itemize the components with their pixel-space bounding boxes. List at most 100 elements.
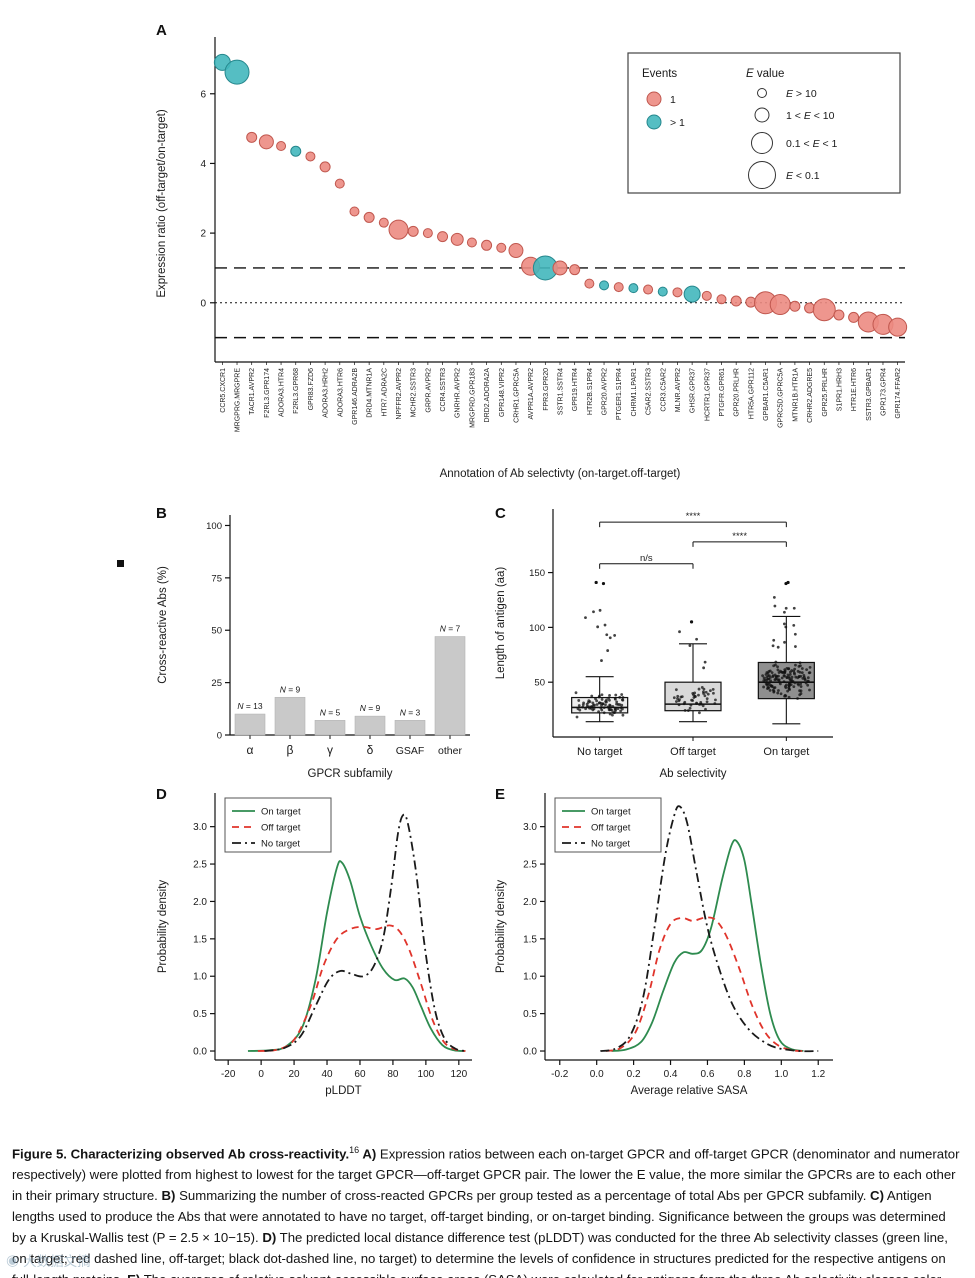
svg-text:CCR4.SSTR3: CCR4.SSTR3 <box>440 368 447 412</box>
svg-text:25: 25 <box>211 678 222 689</box>
svg-text:0.6: 0.6 <box>701 1069 715 1080</box>
svg-text:Expression ratio (off-target/o: Expression ratio (off-target/on-target) <box>156 109 168 298</box>
svg-text:β: β <box>287 743 294 757</box>
svg-text:N = 5: N = 5 <box>320 707 341 717</box>
svg-text:MRGPRG.MRGPRE: MRGPRG.MRGPRE <box>235 368 242 433</box>
svg-text:DRD4.MTNR1A: DRD4.MTNR1A <box>367 368 374 418</box>
panel-d-label: D <box>156 786 167 803</box>
watermark: ◉ 大数据文摘 <box>6 1250 91 1270</box>
panel-e-chart: -0.2 0.0 0.2 0.4 0.6 0.8 1.0 1.2 0.0 0.5 1.0 1.5 2.0… <box>488 778 858 1108</box>
panel-c-axes: 50 100 150 Length of antigen (aa) Ab selecti… <box>495 509 833 780</box>
series-no-target <box>600 805 819 1053</box>
boxplot-no-target <box>571 580 629 723</box>
svg-text:2.0: 2.0 <box>523 897 537 908</box>
svg-text:2.0: 2.0 <box>193 897 207 908</box>
panel-e-label: E <box>495 786 506 803</box>
svg-text:120: 120 <box>450 1069 467 1080</box>
svg-text:F2RL3.GPR68: F2RL3.GPR68 <box>293 368 300 414</box>
svg-text:GHSR.GPR37: GHSR.GPR37 <box>690 368 697 413</box>
svg-e-axes: -0.2 0.0 0.2 0.4 0.6 0.8 1.0 1.2 0.0 0.5 1.0 1.5 2.0… <box>495 793 833 1097</box>
svg-text:On target: On target <box>261 807 301 818</box>
svg-text:HTR7.ADRA2C: HTR7.ADRA2C <box>381 368 388 417</box>
svg-text:ADORA3.HTR4: ADORA3.HTR4 <box>279 368 286 417</box>
svg-text:MTNR1B.HTR1A: MTNR1B.HTR1A <box>792 368 799 422</box>
svg-d-series <box>247 813 468 1052</box>
svg-text:0: 0 <box>200 298 206 309</box>
svg-text:40: 40 <box>321 1069 333 1080</box>
svg-text:Probability density: Probability density <box>157 880 169 974</box>
svg-text:E > 10: E > 10 <box>786 88 817 100</box>
svg-text:DRD2.ADORA2A: DRD2.ADORA2A <box>484 368 491 423</box>
boxplot-on-target <box>757 580 815 725</box>
panel-a-svg: 0 2 4 6 Expression ratio (off-target/on-targ… <box>156 37 908 480</box>
svg-text:100: 100 <box>418 1069 435 1080</box>
series-off-target <box>605 916 808 1052</box>
svg-text:1.2: 1.2 <box>811 1069 825 1080</box>
watermark-text: 大数据文摘 <box>23 1254 91 1269</box>
svg-text:GPRC5D.GPRC5A: GPRC5D.GPRC5A <box>778 368 785 428</box>
svg-text:PTGER1.S1PR4: PTGER1.S1PR4 <box>616 368 623 420</box>
svg-text:δ: δ <box>367 743 374 757</box>
svg-text:1.0: 1.0 <box>523 972 537 983</box>
svg-text:FPR3.GPR20: FPR3.GPR20 <box>543 368 550 411</box>
svg-d-axes: -20 0 20 40 60 80 100 120 0.0 0.5 1.0 1.5 2.0 2.5 3.0 p… <box>157 793 472 1097</box>
panel-b-bars: N = 13 N = 9 N = 5 N = 9 N = 3 N = 7 <box>234 624 466 736</box>
watermark-icon: ◉ <box>6 1252 20 1269</box>
svg-text:GPR20.AVPR2: GPR20.AVPR2 <box>602 368 609 415</box>
svg-text:E < 0.1: E < 0.1 <box>786 170 820 182</box>
svg-text:2.5: 2.5 <box>523 860 537 871</box>
panel-a-xlabels: CCR5.CXCR1 MRGPRG.MRGPRE TACR1.AVPR2 F2RL3.… <box>220 362 902 432</box>
svg-text:γ: γ <box>327 743 333 757</box>
svg-text:-0.2: -0.2 <box>551 1069 569 1080</box>
svg-text:N = 13: N = 13 <box>237 701 263 711</box>
svg-text:75: 75 <box>211 573 222 584</box>
svg-text:ADORA3.HTR6: ADORA3.HTR6 <box>337 368 344 417</box>
svg-text:CRHR1.GPRC5A: CRHR1.GPRC5A <box>513 368 520 423</box>
svg-text:GPCR subfamily: GPCR subfamily <box>308 768 393 780</box>
svg-text:0.0: 0.0 <box>523 1047 537 1058</box>
svg-text:HTR2B.S1PR4: HTR2B.S1PR4 <box>587 368 594 415</box>
svg-text:0.5: 0.5 <box>193 1009 207 1020</box>
svg-text:GPR146.ADRA2B: GPR146.ADRA2B <box>352 368 359 425</box>
svg-text:GPR174.FFAR2: GPR174.FFAR2 <box>895 368 902 419</box>
svg-text:Cross-reactive Abs (%): Cross-reactive Abs (%) <box>157 566 169 684</box>
svg-text:F2RL3.GPR174: F2RL3.GPR174 <box>264 368 271 418</box>
series-on-target <box>611 839 804 1052</box>
figure-caption: Figure 5. Characterizing observed Ab cro… <box>12 1145 960 1278</box>
boxplot-off-target <box>664 620 722 723</box>
svg-text:0.0: 0.0 <box>590 1069 604 1080</box>
panel-b-axes: 0 25 50 75 100 Cross-reactive Abs (%) GPCR sub… <box>157 515 470 780</box>
panel-a-chart: 0 2 4 6 Expression ratio (off-target/on-targ… <box>150 25 920 495</box>
svg-text:TACR1.AVPR2: TACR1.AVPR2 <box>249 368 256 415</box>
sig-bracket-****: **** <box>599 511 787 528</box>
svg-text:Probability density: Probability density <box>495 880 507 974</box>
bar-γ <box>314 720 346 736</box>
svg-text:Off target: Off target <box>261 823 301 834</box>
svg-text:0: 0 <box>258 1069 264 1080</box>
svg-text:Off target: Off target <box>670 746 716 758</box>
svg-text:GPR173.GPR4: GPR173.GPR4 <box>880 368 887 416</box>
bar-α <box>234 713 266 736</box>
svg-text:1 < E < 10: 1 < E < 10 <box>786 110 835 122</box>
svg-text:E value: E value <box>746 68 784 80</box>
svg-text:0.2: 0.2 <box>627 1069 641 1080</box>
svg-text:****: **** <box>732 531 747 542</box>
series-on-target <box>247 860 466 1052</box>
panel-a-axes: 0 2 4 6 Expression ratio (off-target/on-targ… <box>156 37 905 480</box>
svg-text:α: α <box>247 743 254 757</box>
svg-text:Ab selectivity: Ab selectivity <box>659 768 726 780</box>
svg-text:2.5: 2.5 <box>193 860 207 871</box>
panel-e-svg: -0.2 0.0 0.2 0.4 0.6 0.8 1.0 1.2 0.0 0.5 1.0 1.5 2.0… <box>495 793 833 1097</box>
svg-text:GPR25.PRLHR: GPR25.PRLHR <box>822 368 829 417</box>
svg-e-legend: On target Off target No target <box>554 797 662 853</box>
panel-b-label: B <box>156 505 167 522</box>
bar-GSAF <box>394 720 426 736</box>
svg-text:GPR19.HTR4: GPR19.HTR4 <box>572 368 579 411</box>
svg-text:Length of antigen (aa): Length of antigen (aa) <box>495 567 507 680</box>
svg-text:On target: On target <box>763 746 809 758</box>
svg-e-series <box>600 805 819 1053</box>
svg-text:C5AR2.SSTR3: C5AR2.SSTR3 <box>646 368 653 415</box>
svg-text:HTR5A.GPR112: HTR5A.GPR112 <box>748 368 755 419</box>
svg-text:N = 7: N = 7 <box>440 624 461 634</box>
